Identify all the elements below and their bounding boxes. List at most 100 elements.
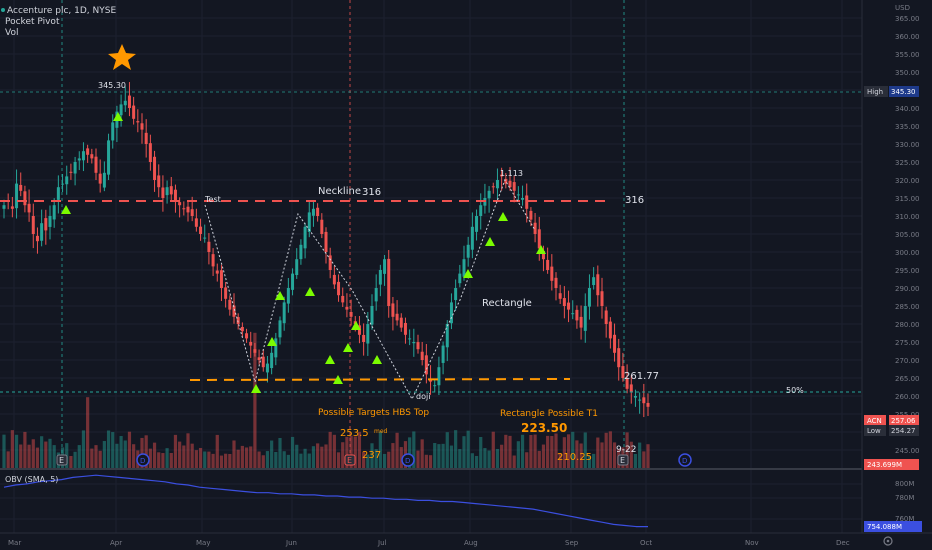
candle-body (102, 172, 106, 188)
triangle-up-icon (498, 212, 508, 221)
neckline-label: Neckline (318, 186, 361, 197)
volume-bar (625, 432, 629, 468)
candle-body (487, 190, 491, 199)
price-tick: 330.00 (895, 141, 920, 149)
volume-bar (316, 443, 320, 468)
volume-bar (479, 436, 483, 468)
volume-bar (445, 432, 449, 468)
candle-body (412, 342, 416, 344)
low-tag-label: Low (867, 427, 881, 435)
volume-bar (328, 431, 332, 468)
candle-body (370, 306, 374, 325)
candle-body (613, 334, 617, 353)
volume-bar (307, 453, 311, 468)
candle-body (40, 223, 44, 241)
volume-bar (224, 453, 228, 468)
volume-bar (106, 430, 111, 468)
candle-body (157, 175, 161, 188)
candle-body (533, 222, 537, 234)
candle-body (328, 255, 332, 270)
time-axis[interactable]: Mar Apr May Jun Jul Aug Sep Oct Nov Dec (8, 539, 850, 547)
earnings-marker-3[interactable]: E (617, 454, 629, 466)
volume-bar (35, 447, 40, 468)
candle-body (65, 176, 69, 185)
low-tag: Low 254.27 (864, 425, 919, 436)
candle-body (479, 205, 483, 217)
candle-body (107, 140, 111, 175)
volume-bar (132, 444, 136, 468)
legend[interactable]: Accenture plc, 1D, NYSE Pocket Pivot Vol (1, 6, 116, 38)
indicator-vol[interactable]: Vol (5, 28, 18, 38)
volume-bar (395, 432, 399, 468)
pattern-drawings[interactable] (0, 91, 862, 401)
volume-bar (23, 431, 27, 468)
dividend-marker[interactable]: D (136, 453, 150, 467)
candle-body (35, 235, 39, 242)
volume-bar (604, 432, 608, 468)
obv-tick-760: 760M (895, 515, 914, 523)
candle-body (357, 325, 361, 335)
obv-label[interactable]: OBV (SMA, 5) (5, 475, 58, 484)
volume-bar (562, 437, 566, 468)
candle-body (203, 237, 207, 239)
volume-bar (362, 452, 366, 468)
candle-body (219, 270, 223, 288)
volume-bar (31, 439, 35, 468)
price-tick: 320.00 (895, 177, 920, 185)
volume-bar (491, 431, 495, 468)
volume-bar (608, 431, 612, 468)
candle-body (466, 244, 470, 258)
price-tick: 335.00 (895, 123, 920, 131)
high-tag-value: 345.30 (891, 88, 916, 96)
dividend-marker-3[interactable]: D (678, 453, 692, 467)
volume-bar (48, 438, 52, 468)
price-tick: 270.00 (895, 357, 920, 365)
grid (0, 0, 862, 533)
candle-body (537, 229, 541, 249)
volume-bar (140, 437, 144, 468)
dividend-marker-2[interactable]: D (401, 453, 415, 467)
earnings-marker-label-3: E (620, 456, 625, 465)
time-tick: Jun (285, 539, 297, 547)
triangle-up-icon (275, 291, 285, 300)
volume-bar (433, 443, 437, 468)
volume-bar (324, 444, 328, 468)
doji-label: doji (416, 392, 430, 401)
price-tick: 285.00 (895, 303, 920, 311)
volume-bar (148, 448, 152, 468)
candle-body (245, 333, 249, 339)
candle-body (445, 324, 449, 348)
volume-bar (90, 448, 94, 468)
candle-body (2, 205, 6, 209)
candle-body (31, 216, 35, 234)
candle-body (119, 104, 123, 116)
earnings-marker[interactable]: E (56, 454, 68, 466)
target-210-label: 210.25 (557, 452, 592, 463)
candle-body (10, 206, 14, 209)
volume-bar (249, 446, 253, 468)
price-tick: 350.00 (895, 69, 920, 77)
candle-body (265, 363, 269, 373)
candle-body (500, 174, 504, 177)
indicator-pocket-pivot[interactable]: Pocket Pivot (5, 17, 60, 27)
symbol-line[interactable]: Accenture plc, 1D, NYSE (7, 6, 116, 16)
volume-bar (525, 452, 529, 468)
volume-bar (592, 453, 596, 468)
zigzag-line[interactable] (204, 178, 536, 401)
candle-body (240, 326, 244, 332)
candle-body (424, 355, 428, 375)
status-dot-icon (1, 8, 5, 12)
earnings-marker-2[interactable]: E (344, 454, 356, 466)
settings-icon[interactable] (883, 536, 893, 546)
volume-bar (236, 449, 240, 468)
triangle-up-icon (61, 205, 71, 214)
candle-body (629, 384, 633, 393)
candle-body (567, 302, 571, 310)
volume-bar (508, 435, 512, 468)
support-line[interactable] (189, 378, 571, 381)
volume-bar (378, 431, 382, 468)
candle-body (391, 303, 395, 317)
candle-body (77, 158, 81, 161)
time-tick: Apr (110, 539, 122, 547)
